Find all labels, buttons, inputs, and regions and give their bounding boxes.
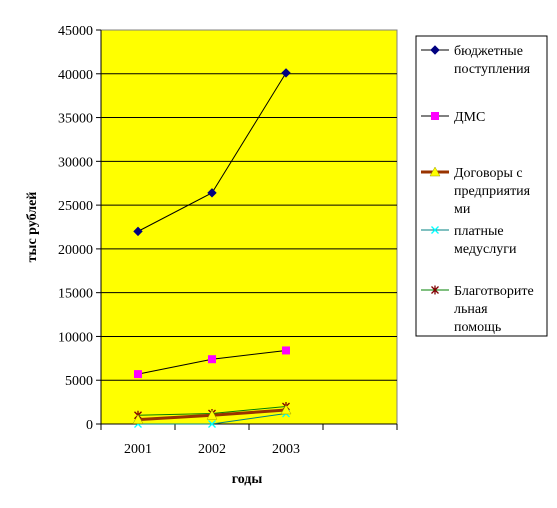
data-point [134, 370, 142, 379]
series-1 [134, 346, 290, 379]
y-tick-label: 40000 [58, 68, 93, 83]
y-tick-label: 0 [86, 418, 93, 433]
y-tick-label: 25000 [58, 199, 93, 214]
legend-item: ДМС [421, 110, 485, 125]
plot-area [100, 29, 398, 425]
legend-label: поступления [454, 62, 531, 77]
legend-label: бюджетные [454, 44, 523, 59]
y-tick-label: 35000 [58, 112, 93, 127]
legend-marker [431, 226, 439, 234]
x-tick-label: 2002 [198, 442, 226, 457]
data-point [208, 420, 216, 428]
legend-marker [431, 112, 439, 120]
data-point [133, 226, 143, 237]
data-point [280, 404, 292, 415]
y-tick-label: 45000 [58, 24, 93, 39]
legend-item: Благотворите льная помощь [421, 284, 534, 335]
data-point [281, 68, 291, 78]
series-0 [133, 68, 291, 237]
data-point [206, 409, 218, 420]
y-tick-label: 15000 [58, 287, 93, 302]
series-2 [132, 404, 292, 424]
legend-item: Договоры с предприятия ми [421, 166, 531, 217]
y-tick-label: 30000 [58, 155, 93, 170]
legend-label: помощь [454, 320, 501, 335]
legend-label: ми [454, 202, 471, 217]
legend-label: медуслуги [454, 242, 517, 257]
data-point [282, 346, 290, 355]
legend-label: предприятия [454, 184, 531, 199]
legend-marker [429, 166, 441, 177]
y-axis-ticks: 0 5000 10000 15000 20000 25000 30000 35000 40000… [58, 24, 101, 433]
data-point [208, 355, 216, 364]
y-tick-label: 5000 [65, 374, 93, 389]
legend-label: льная [454, 302, 488, 317]
legend: бюджетные поступления ДМС Договоры с предпри… [415, 35, 548, 337]
data-point [207, 188, 217, 198]
y-tick-label: 20000 [58, 243, 93, 258]
gridlines [101, 73, 397, 381]
legend-item: бюджетные поступления [421, 44, 531, 77]
y-tick-label: 10000 [58, 330, 93, 345]
y-axis-title: тыс рублей [25, 192, 40, 263]
legend-marker [431, 285, 439, 295]
legend-frame [415, 35, 548, 337]
legend-item: платные медуслуги [421, 224, 517, 257]
series-layer [132, 68, 292, 428]
data-point [132, 414, 144, 424]
legend-marker [430, 45, 440, 55]
legend-label: платные [454, 224, 504, 239]
x-tick-label: 2003 [272, 442, 300, 457]
x-tick-label: 2001 [124, 442, 152, 457]
legend-label: ДМС [454, 110, 485, 125]
legend-label: Договоры с [454, 166, 523, 181]
legend-label: Благотворите [454, 284, 534, 299]
x-axis-title: годы [232, 472, 263, 487]
